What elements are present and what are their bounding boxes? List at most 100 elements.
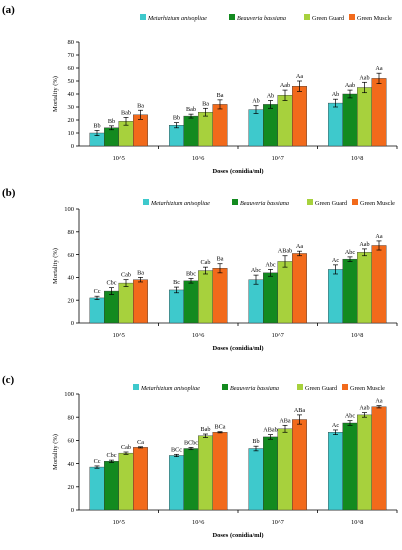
- legend-item-beauveria-bassiana: Beauveria bassiana: [232, 199, 289, 207]
- legend-item-green-muscle: Green Muscle: [352, 199, 395, 207]
- x-tick-label: 10^6: [192, 519, 204, 526]
- legend-item-metarhizium-anisopliae: Metarhizium anisopliae: [140, 14, 207, 22]
- bar-green-muscle-2: [212, 432, 228, 511]
- data-label-metarhizium-anisopliae-1: Cc: [94, 458, 101, 465]
- error-bar-metarhizium-anisopliae-1: [94, 295, 100, 300]
- error-bar-green-muscle-2: [217, 263, 223, 274]
- error-bar-beauveria-bassiana-3: [268, 434, 273, 440]
- y-tick-label: 30: [68, 104, 75, 111]
- data-label-green-muscle-3: Aa: [296, 73, 303, 80]
- bar-beauveria-bassiana-4: [342, 258, 358, 324]
- data-label-metarhizium-anisopliae-3: Bb: [252, 438, 259, 445]
- bar-green-guard-3: [277, 428, 293, 511]
- bar-green-guard-3: [277, 95, 293, 147]
- error-bar-green-guard-1: [123, 451, 129, 455]
- chart-b-svg: Metarhizium anisopliae Beauveria bassiana…: [52, 199, 398, 352]
- bar-green-muscle-3: [292, 253, 307, 324]
- error-bar-green-guard-4: [362, 248, 367, 257]
- error-bar-metarhizium-anisopliae-4: [333, 98, 338, 108]
- data-label-green-muscle-4: Aa: [375, 65, 382, 72]
- data-label-beauveria-bassiana-1: Cbc: [107, 280, 117, 287]
- bar-green-guard-1: [118, 452, 134, 511]
- bar-green-muscle-4: [371, 78, 387, 147]
- panel-label-b: (b): [2, 187, 16, 199]
- error-bar-green-muscle-1: [138, 277, 143, 283]
- legend-swatch-beauveria-bassiana: [222, 384, 228, 390]
- bar-beauveria-bassiana-3: [263, 436, 278, 511]
- chart-a-svg: Metarhizium anisopliae Beauveria bassiana…: [52, 14, 398, 175]
- y-tick-label: 80: [68, 39, 75, 46]
- legend-swatch-green-muscle: [342, 384, 348, 390]
- error-bar-green-muscle-4: [376, 72, 382, 84]
- legend: Metarhizium anisopliae Beauveria bassiana…: [140, 14, 392, 22]
- legend-label-green-muscle: Green Muscle: [350, 385, 385, 392]
- data-label-green-guard-2: Bab: [201, 426, 211, 433]
- legend-swatch-green-muscle: [349, 14, 355, 20]
- legend-swatch-beauveria-bassiana: [229, 14, 235, 20]
- bar-metarhizium-anisopliae-2: [169, 289, 184, 324]
- panel-label-a: (a): [2, 4, 15, 16]
- error-bar-green-guard-4: [362, 81, 367, 94]
- bar-beauveria-bassiana-1: [104, 290, 119, 324]
- data-label-green-muscle-1: Ba: [137, 102, 144, 109]
- error-bar-beauveria-bassiana-4: [347, 420, 353, 426]
- x-tick-label: 10^5: [113, 155, 125, 162]
- bar-metarhizium-anisopliae-4: [328, 269, 343, 324]
- bar-metarhizium-anisopliae-3: [248, 109, 264, 147]
- x-tick-label: 10^8: [351, 519, 363, 526]
- legend-item-green-guard: Green Guard: [304, 14, 345, 22]
- bar-beauveria-bassiana-3: [263, 104, 278, 147]
- bar-beauveria-bassiana-1: [104, 127, 119, 147]
- y-tick-label: 60: [68, 438, 75, 445]
- bar-green-guard-3: [277, 261, 293, 324]
- error-bar-metarhizium-anisopliae-3: [253, 274, 259, 285]
- data-label-beauveria-bassiana-3: Abc: [265, 261, 276, 268]
- y-tick-label: 0: [71, 320, 74, 327]
- bar-green-guard-4: [357, 252, 372, 324]
- bar-green-muscle-1: [133, 447, 148, 511]
- legend-label-metarhizium-anisopliae: Metarhizium anisopliae: [140, 385, 200, 392]
- error-bar-metarhizium-anisopliae-4: [333, 264, 338, 275]
- bar-metarhizium-anisopliae-4: [328, 102, 343, 147]
- data-label-green-guard-4: Aab: [359, 405, 369, 412]
- error-bar-green-guard-3: [282, 89, 288, 101]
- y-tick-label: 100: [64, 206, 74, 213]
- bar-metarhizium-anisopliae-1: [89, 297, 105, 324]
- bar-metarhizium-anisopliae-2: [169, 124, 184, 147]
- error-bar-metarhizium-anisopliae-2: [174, 286, 179, 294]
- bar-green-guard-4: [357, 414, 372, 511]
- error-bar-green-guard-4: [362, 412, 367, 418]
- data-label-metarhizium-anisopliae-1: Bb: [93, 122, 100, 129]
- error-bar-green-muscle-2: [217, 99, 223, 110]
- error-bar-green-guard-2: [203, 107, 208, 117]
- bar-beauveria-bassiana-4: [342, 93, 358, 147]
- error-bar-green-guard-2: [203, 433, 208, 438]
- data-label-green-guard-2: Ba: [202, 100, 209, 107]
- data-label-green-guard-3: Aab: [280, 82, 290, 89]
- x-tick-label: 10^5: [113, 332, 125, 339]
- y-tick-label: 40: [68, 91, 75, 98]
- legend-item-metarhizium-anisopliae: Metarhizium anisopliae: [133, 384, 200, 392]
- y-tick-label: 20: [68, 117, 75, 124]
- bar-green-muscle-4: [371, 406, 387, 511]
- chart-panel-a: (a) Metarhizium anisopliae Beauveria bass…: [0, 0, 402, 183]
- data-label-green-guard-4: Aab: [359, 241, 369, 248]
- data-label-metarhizium-anisopliae-2: BCc: [171, 446, 182, 453]
- legend-label-green-guard: Green Guard: [305, 385, 338, 392]
- legend-label-green-guard: Green Guard: [312, 15, 345, 22]
- data-label-metarhizium-anisopliae-4: Ac: [332, 422, 339, 429]
- legend-swatch-green-guard: [297, 384, 303, 390]
- data-label-green-muscle-1: Ca: [137, 439, 144, 446]
- error-bar-metarhizium-anisopliae-4: [333, 429, 338, 435]
- y-axis-label: Mortality (%): [52, 248, 59, 284]
- legend-item-green-guard: Green Guard: [297, 384, 338, 392]
- legend-item-green-muscle: Green Muscle: [349, 14, 392, 22]
- y-axis-label: Mortality (%): [52, 76, 59, 112]
- x-axis-label: Doses (conidia/ml): [212, 168, 263, 175]
- bar-beauveria-bassiana-4: [342, 422, 358, 511]
- error-bar-beauveria-bassiana-1: [109, 287, 114, 295]
- error-bar-beauveria-bassiana-2: [188, 447, 194, 451]
- x-tick-label: 10^8: [351, 332, 363, 339]
- error-bar-green-muscle-3: [297, 414, 302, 425]
- bar-metarhizium-anisopliae-3: [248, 448, 264, 511]
